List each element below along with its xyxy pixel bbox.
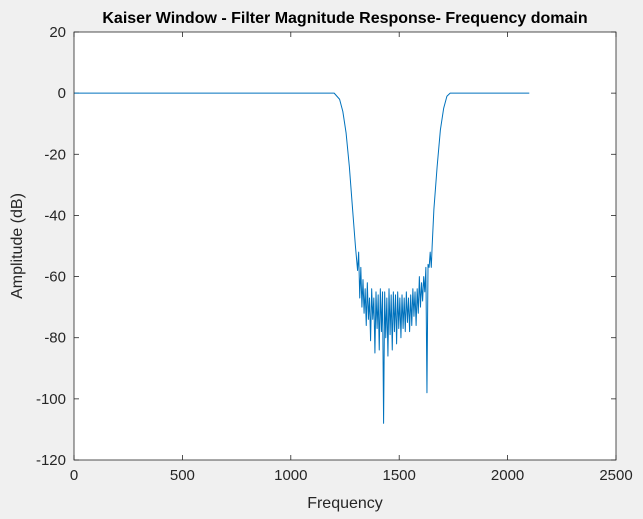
x-tick-label: 1000 (274, 467, 307, 484)
series-line-magnitude-response (74, 92, 530, 424)
x-axis-label: Frequency (307, 495, 383, 512)
x-tick-label: 0 (70, 467, 78, 484)
x-tick-label: 2500 (599, 467, 632, 484)
y-axis: -120 -100 -80 -60 -40 -20 0 20 (36, 24, 616, 469)
y-tick-label: -40 (44, 207, 66, 224)
y-tick-label: -120 (36, 452, 66, 469)
axes-box (73, 31, 617, 461)
series-layer (74, 92, 530, 424)
x-tick-label: 500 (170, 467, 195, 484)
plot-area (74, 32, 616, 460)
y-tick-label: 0 (58, 85, 66, 102)
y-tick-label: 20 (49, 24, 66, 41)
y-tick-label: -80 (44, 330, 66, 347)
x-tick-label: 2000 (491, 467, 524, 484)
y-axis-label: Amplitude (dB) (9, 193, 26, 299)
y-tick-label: -100 (36, 391, 66, 408)
chart-title: Kaiser Window - Filter Magnitude Respons… (102, 10, 587, 27)
y-tick-label: -20 (44, 146, 66, 163)
y-tick-label: -60 (44, 269, 66, 286)
x-axis: 0 500 1000 1500 2000 2500 (70, 32, 633, 484)
x-tick-label: 1500 (383, 467, 416, 484)
